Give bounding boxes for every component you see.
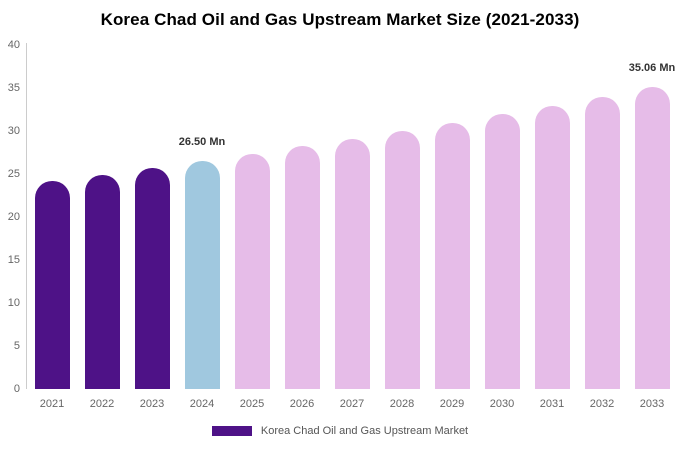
y-tick-20: 20 [7,211,20,223]
value-label-2024: 26.50 Mn [178,136,226,149]
y-axis-line [26,43,27,389]
bar-2023[interactable] [134,168,170,389]
y-tick-5: 5 [13,340,20,352]
bar-2022[interactable] [84,174,120,389]
y-tick-15: 15 [7,254,20,266]
legend-item[interactable]: Korea Chad Oil and Gas Upstream Market [0,425,680,437]
y-tick-10: 10 [7,297,20,309]
chart-title: Korea Chad Oil and Gas Upstream Market S… [100,10,580,29]
bar-2027[interactable] [334,138,370,389]
x-tick-2023: 2023 [139,398,165,410]
x-tick-2022: 2022 [89,398,115,410]
x-tick-2024: 2024 [189,398,215,410]
bar-2021[interactable] [34,181,70,389]
legend-swatch-icon [211,426,252,436]
bar-2028[interactable] [384,130,420,389]
x-tick-2021: 2021 [39,398,65,410]
x-tick-2027: 2027 [339,398,365,410]
x-tick-2033: 2033 [639,398,665,410]
x-tick-2028: 2028 [389,398,415,410]
x-tick-2031: 2031 [539,398,565,410]
bar-2026[interactable] [284,146,320,389]
y-tick-35: 35 [7,82,20,94]
value-label-2033: 35.06 Mn [628,62,676,75]
bar-2029[interactable] [434,122,470,389]
legend-label: Korea Chad Oil and Gas Upstream Market [260,425,469,437]
y-tick-0: 0 [13,383,20,395]
y-tick-40: 40 [7,39,20,51]
bar-2031[interactable] [534,105,570,389]
y-tick-25: 25 [7,168,20,180]
bar-2024[interactable] [184,161,220,389]
bar-2032[interactable] [584,96,620,389]
bar-2025[interactable] [234,153,270,389]
bar-2030[interactable] [484,114,520,389]
x-tick-2029: 2029 [439,398,465,410]
x-tick-2032: 2032 [589,398,615,410]
x-tick-2025: 2025 [239,398,265,410]
y-tick-30: 30 [7,125,20,137]
bar-2033[interactable] [634,87,670,389]
x-tick-2030: 2030 [489,398,515,410]
x-tick-2026: 2026 [289,398,315,410]
